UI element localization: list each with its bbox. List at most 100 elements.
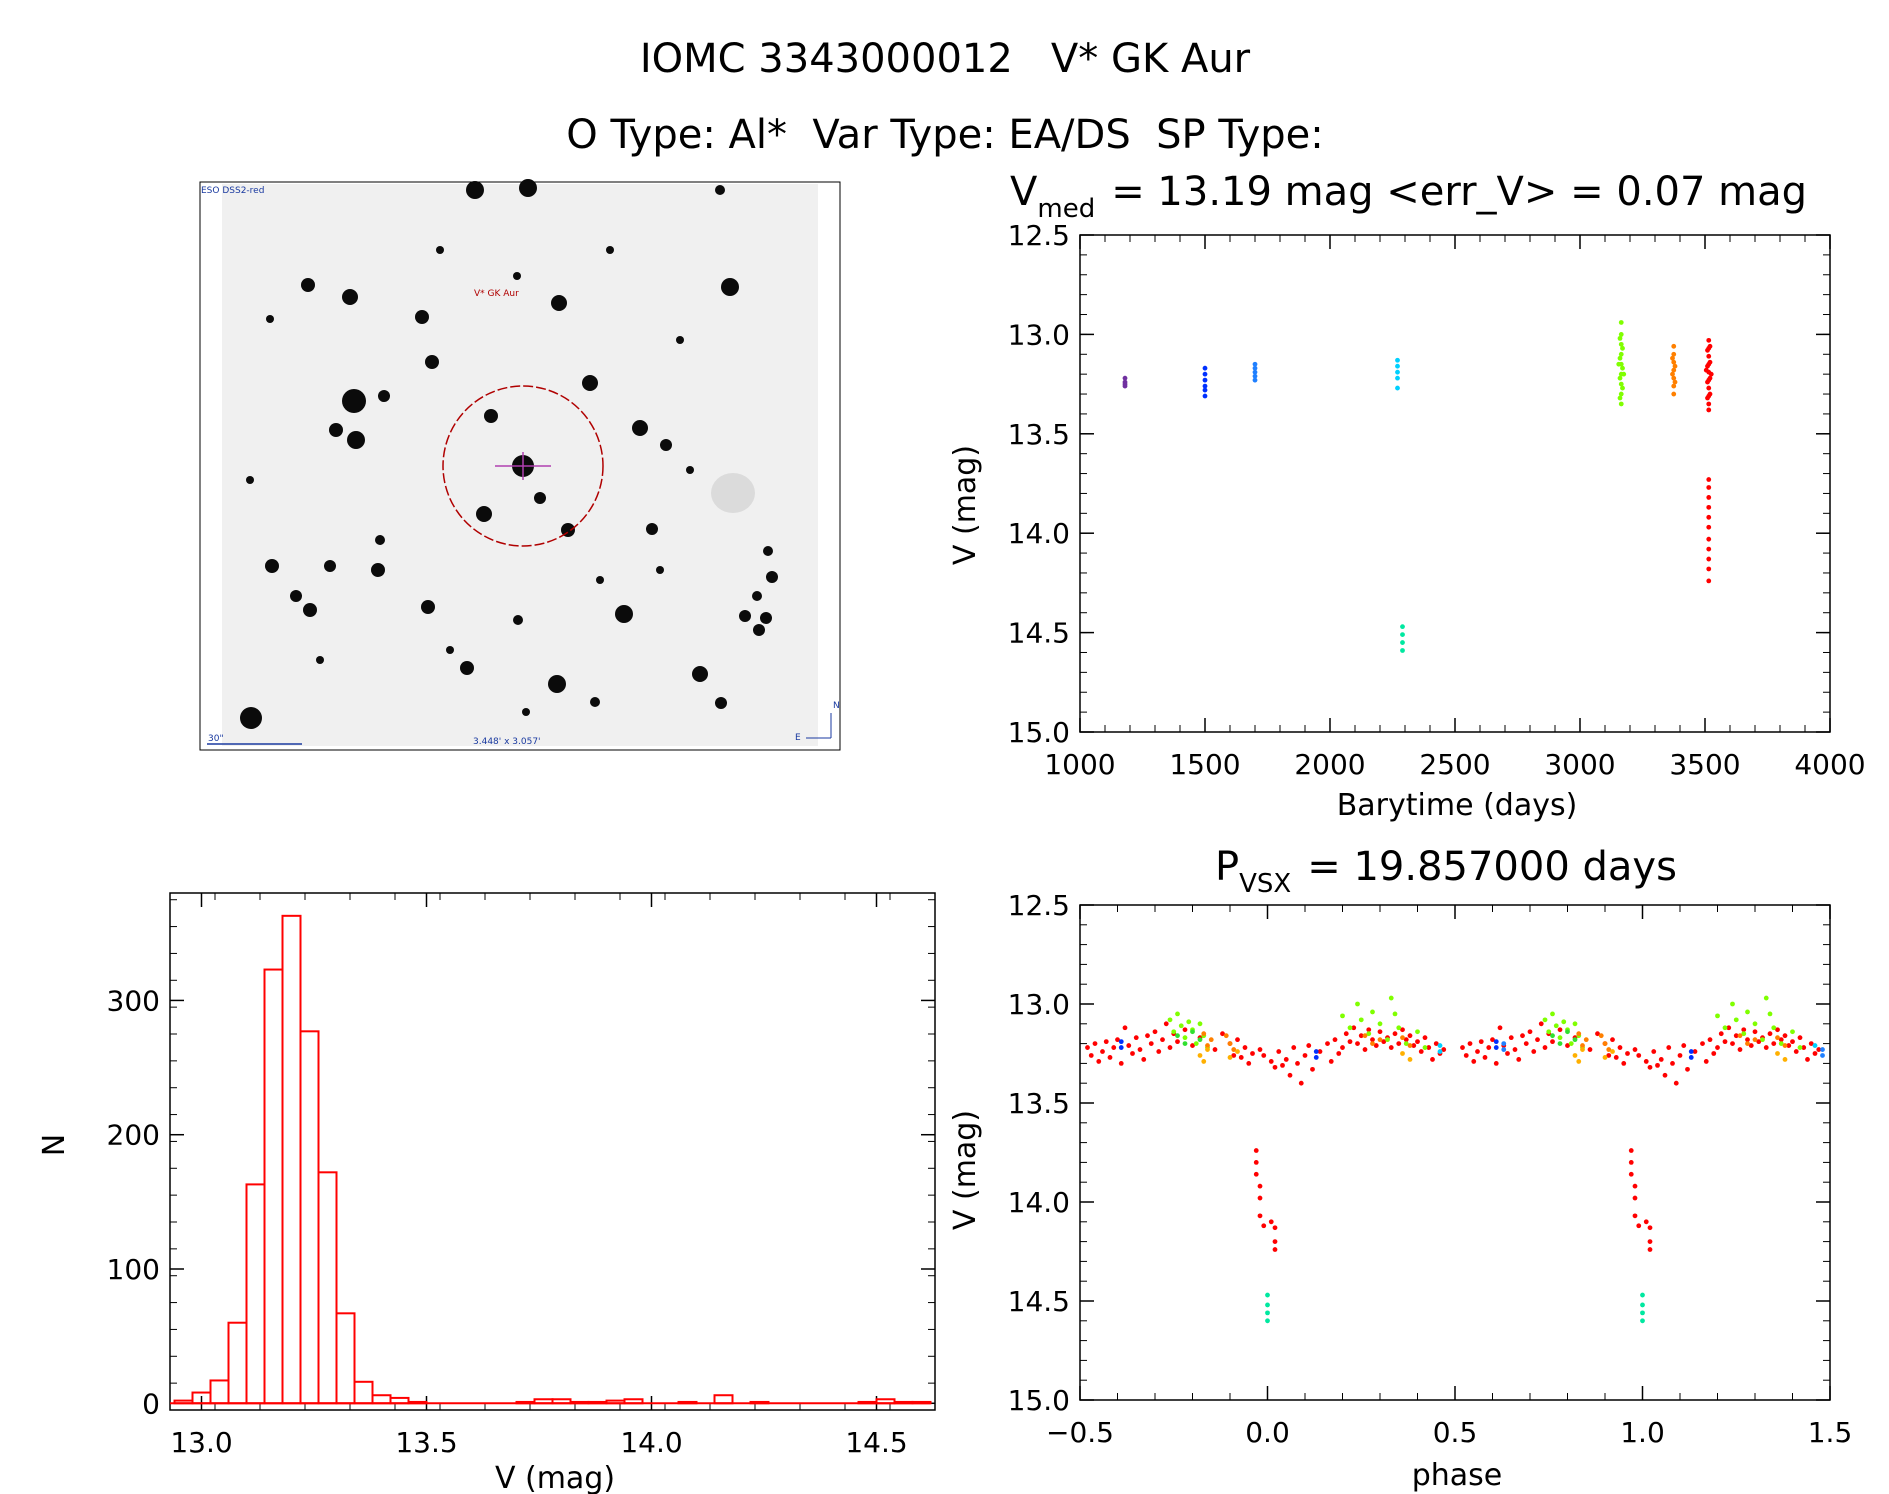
phase-point	[1118, 1045, 1124, 1050]
phase-point	[1231, 1053, 1237, 1058]
phase-point	[1332, 1037, 1338, 1043]
lc-point	[1707, 375, 1713, 381]
phase-point	[1568, 1041, 1574, 1046]
star	[646, 523, 658, 535]
phase-point	[1490, 1037, 1495, 1043]
phase-point	[1190, 1029, 1195, 1035]
phase-point	[1137, 1047, 1143, 1052]
phase-point	[1797, 1045, 1803, 1050]
star	[561, 523, 575, 537]
phase-point	[1531, 1049, 1537, 1054]
y-tick-label: 15.0	[1008, 716, 1070, 749]
phase-point	[1493, 1045, 1499, 1050]
phase-point	[1272, 1225, 1278, 1231]
lc-point	[1122, 383, 1128, 389]
star	[519, 179, 537, 197]
lc-point	[1621, 371, 1627, 377]
phase-point	[1797, 1035, 1803, 1041]
lc-point	[1705, 395, 1710, 401]
phase-point	[1302, 1053, 1308, 1058]
star	[513, 615, 523, 625]
lc-point	[1202, 377, 1208, 383]
star	[425, 355, 439, 369]
phase-point	[1306, 1043, 1312, 1048]
phase-point	[1632, 1195, 1638, 1201]
phase-point	[1343, 1031, 1349, 1037]
phase-point	[1677, 1053, 1683, 1058]
phase-point	[1167, 1045, 1173, 1050]
lc-point	[1705, 379, 1710, 385]
phase-point	[1276, 1049, 1282, 1054]
lc-point	[1617, 395, 1623, 401]
phase-point	[1673, 1080, 1679, 1086]
phase-point	[1613, 1055, 1619, 1060]
phase-point	[1265, 1292, 1270, 1298]
phase-point	[1415, 1039, 1420, 1045]
phase-point	[1396, 1025, 1402, 1031]
lc-point	[1706, 514, 1712, 520]
star	[484, 409, 498, 423]
lc-point	[1395, 357, 1400, 363]
phase-point	[1763, 995, 1769, 1001]
phase-point	[1561, 1019, 1567, 1025]
y-tick-label: 14.5	[1008, 1285, 1070, 1318]
phase-point	[1580, 1043, 1585, 1048]
phase-point	[1227, 1041, 1233, 1046]
star	[596, 576, 604, 584]
y-tick-label: 13.0	[1008, 318, 1070, 351]
lc-point	[1705, 347, 1710, 353]
phase-point	[1186, 1019, 1192, 1025]
lc-point	[1252, 361, 1258, 367]
phase-point	[1253, 1171, 1259, 1177]
phase-point	[1707, 1037, 1713, 1043]
lc-point	[1670, 371, 1675, 377]
phase-point	[1718, 1031, 1724, 1037]
phase-point	[1313, 1055, 1319, 1060]
phase-point	[1253, 1160, 1259, 1165]
phase-point	[1096, 1059, 1102, 1064]
phase-point	[1407, 1057, 1413, 1062]
phase-point	[1583, 1037, 1589, 1043]
phase-point	[1580, 1047, 1585, 1052]
y-tick-label: 100	[107, 1253, 160, 1286]
star	[715, 185, 725, 195]
phase-point	[1621, 1061, 1627, 1066]
phase-point	[1325, 1041, 1330, 1046]
phase-point	[1313, 1049, 1319, 1054]
phase-point	[1606, 1053, 1612, 1058]
lc-point	[1400, 624, 1405, 630]
phase-point	[1722, 1025, 1728, 1031]
phase-curve-panel: PVSX = 19.857000 days phase V (mag) −0.5 0…	[948, 844, 1852, 1493]
phase-point	[1400, 1027, 1405, 1033]
phase-point	[1197, 1021, 1203, 1027]
phase-point	[1748, 1043, 1754, 1048]
phase-point	[1771, 1025, 1777, 1031]
phase-point	[1175, 1033, 1180, 1039]
phase-point	[1231, 1047, 1237, 1052]
phase-point	[1602, 1041, 1608, 1046]
lc-point	[1706, 546, 1712, 552]
phase-point	[1501, 1041, 1507, 1046]
lc-point	[1202, 371, 1208, 377]
phase-point	[1336, 1051, 1342, 1056]
lc-point	[1395, 375, 1400, 381]
phase-point	[1475, 1049, 1480, 1054]
phase-point	[1643, 1059, 1649, 1064]
lc-point	[1706, 524, 1712, 530]
lc-point	[1671, 343, 1677, 349]
phase-point	[1418, 1049, 1424, 1054]
phase-point	[1790, 1029, 1795, 1035]
phase-point	[1610, 1049, 1615, 1054]
phase-point	[1223, 1033, 1229, 1039]
phase-point	[1433, 1041, 1439, 1046]
phase-point	[1261, 1053, 1267, 1058]
target-circle	[442, 385, 604, 547]
phase-point	[1640, 1292, 1645, 1298]
star	[436, 246, 444, 254]
phase-point	[1550, 1039, 1555, 1045]
phase-point	[1715, 1013, 1720, 1019]
star	[766, 571, 778, 583]
finder-chart: ESO DSS2-red V* GK Aur 30" 3.448' x 3.05…	[199, 179, 841, 751]
star	[415, 310, 429, 324]
lc-point	[1706, 337, 1712, 343]
